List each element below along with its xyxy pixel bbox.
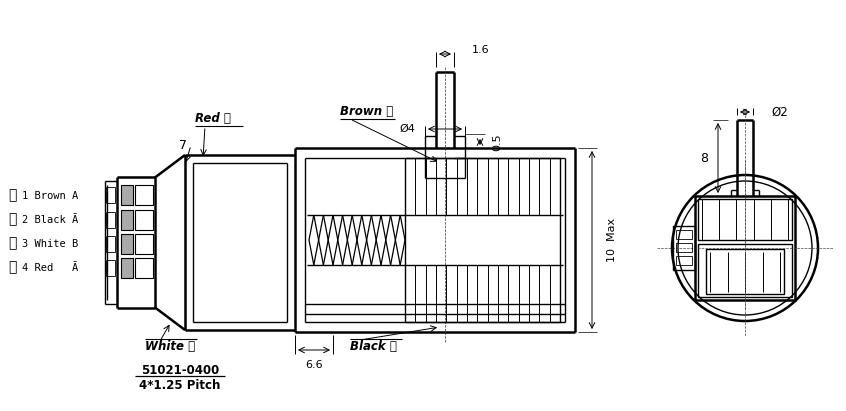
Bar — [698, 199, 792, 240]
Bar — [106, 212, 115, 228]
Text: 棕: 棕 — [8, 189, 16, 203]
Text: Red 红: Red 红 — [195, 112, 231, 125]
Text: 红: 红 — [8, 261, 16, 275]
Bar — [106, 236, 115, 252]
Text: 0.5: 0.5 — [492, 133, 502, 151]
Text: Brown 棕: Brown 棕 — [340, 105, 393, 118]
Bar — [135, 258, 153, 277]
Text: Ø2: Ø2 — [771, 106, 788, 118]
Bar — [695, 196, 795, 300]
Text: Black 黑: Black 黑 — [350, 340, 397, 353]
Text: 7: 7 — [179, 139, 187, 152]
Text: 10  Max: 10 Max — [607, 218, 617, 262]
Text: 51021-0400: 51021-0400 — [141, 363, 219, 376]
Text: 黑: 黑 — [8, 212, 16, 226]
Bar — [106, 259, 115, 275]
Bar — [698, 244, 792, 297]
Bar — [676, 256, 692, 265]
Text: Ø4: Ø4 — [399, 124, 415, 134]
Bar — [121, 258, 133, 277]
Bar — [135, 210, 153, 229]
Bar — [135, 185, 153, 206]
Bar — [135, 233, 153, 254]
Text: 8: 8 — [700, 152, 708, 164]
Bar — [706, 249, 784, 294]
Text: 4*1.25 Pitch: 4*1.25 Pitch — [140, 379, 221, 392]
Text: 6.6: 6.6 — [305, 360, 323, 370]
Bar — [676, 243, 692, 252]
Text: 1.6: 1.6 — [472, 45, 490, 55]
Text: 2 Black Ā: 2 Black Ā — [22, 215, 78, 224]
Bar — [673, 226, 695, 270]
Bar — [405, 158, 560, 322]
Bar — [106, 187, 115, 203]
Text: 白: 白 — [8, 236, 16, 250]
Text: 3 White B: 3 White B — [22, 238, 78, 249]
Text: White 白: White 白 — [145, 340, 195, 353]
Bar — [121, 185, 133, 206]
Bar — [676, 230, 692, 239]
Bar — [121, 210, 133, 229]
Bar — [121, 233, 133, 254]
Text: 1 Brown A: 1 Brown A — [22, 191, 78, 201]
Text: 4 Red   Ā: 4 Red Ā — [22, 263, 78, 272]
